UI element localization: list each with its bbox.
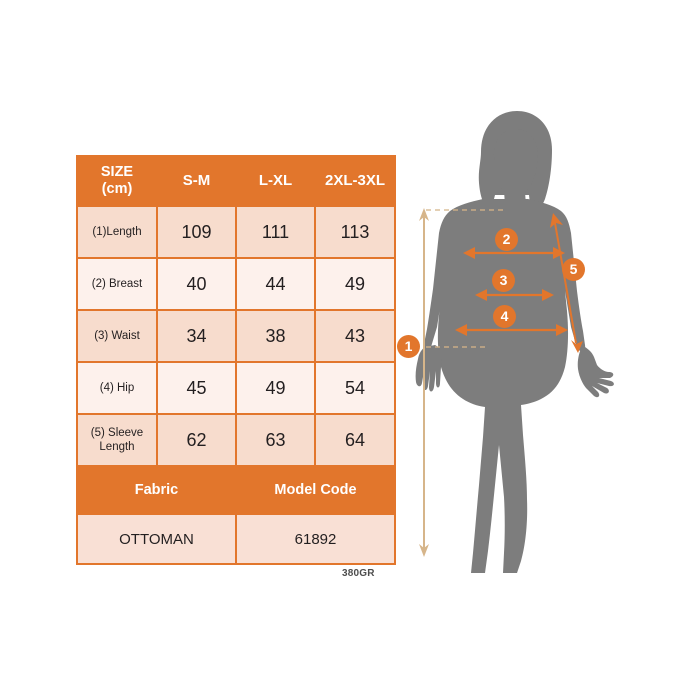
header-column-l-xl: L-XL [237,157,314,205]
row-label-sleeve-length: (5) Sleeve Length [78,415,156,465]
length-measure-arrow [419,208,507,557]
cell-breast-2xl-3xl: 49 [316,259,394,309]
measure-marker-1: 1 [397,335,420,358]
measurement-figure-panel [395,95,625,575]
footer-header-row: Fabric Model Code [78,467,394,513]
header-column-2xl-3xl: 2XL-3XL [316,157,394,205]
table-row: (1)Length 109 111 113 [78,207,394,257]
cell-waist-2xl-3xl: 43 [316,311,394,361]
sleeve-measure-arrow [550,213,583,353]
table-row: (4) Hip 45 49 54 [78,363,394,413]
header-size-line1: SIZE [100,164,134,181]
cell-waist-l-xl: 38 [237,311,314,361]
waist-measure-arrow [475,289,554,301]
header-size-label: SIZE (cm) [78,157,156,205]
cell-sleeve-2xl-3xl: 64 [316,415,394,465]
measure-marker-4: 4 [493,305,516,328]
row-label-breast: (2) Breast [78,259,156,309]
gram-weight-label: 380GR [342,568,375,579]
measure-marker-3: 3 [492,269,515,292]
female-silhouette-icon [415,111,614,573]
table-row: (5) Sleeve Length 62 63 64 [78,415,394,465]
measure-marker-2: 2 [495,228,518,251]
cell-breast-s-m: 40 [158,259,235,309]
footer-value-model-code: 61892 [237,515,394,563]
cell-sleeve-s-m: 62 [158,415,235,465]
hip-measure-arrow [455,324,568,336]
table-row: (3) Waist 34 38 43 [78,311,394,361]
cell-hip-2xl-3xl: 54 [316,363,394,413]
row-label-length: (1)Length [78,207,156,257]
header-column-s-m: S-M [158,157,235,205]
cell-length-l-xl: 111 [237,207,314,257]
cell-length-s-m: 109 [158,207,235,257]
row-label-waist: (3) Waist [78,311,156,361]
cell-length-2xl-3xl: 113 [316,207,394,257]
cell-hip-l-xl: 49 [237,363,314,413]
row-label-hip: (4) Hip [78,363,156,413]
measure-marker-5: 5 [562,258,585,281]
size-chart-table: SIZE (cm) S-M L-XL 2XL-3XL (1)Length 109… [76,155,396,565]
footer-header-model-code: Model Code [237,467,394,513]
table-row: (2) Breast 40 44 49 [78,259,394,309]
breast-measure-arrow [463,247,565,259]
header-size-line2: (cm) [101,181,133,197]
cell-sleeve-l-xl: 63 [237,415,314,465]
table-header-row: SIZE (cm) S-M L-XL 2XL-3XL [78,157,394,205]
footer-header-fabric: Fabric [78,467,235,513]
cell-hip-s-m: 45 [158,363,235,413]
footer-value-fabric: OTTOMAN [78,515,235,563]
footer-value-row: OTTOMAN 61892 [78,515,394,563]
cell-waist-s-m: 34 [158,311,235,361]
cell-breast-l-xl: 44 [237,259,314,309]
